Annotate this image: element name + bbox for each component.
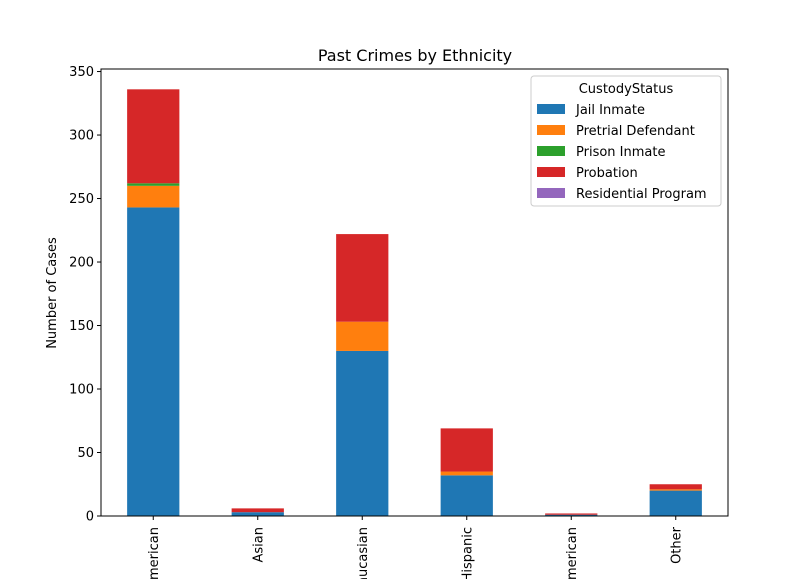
x-tick-label: Hispanic (460, 527, 475, 579)
bar-segment (649, 489, 702, 491)
y-axis-ticks: 0 50 100 150 200 250 300 350 (69, 65, 101, 525)
bar-segment (336, 321, 389, 351)
bar-segment (545, 513, 598, 515)
legend-swatch (537, 188, 565, 198)
legend-label: Prison Inmate (576, 145, 665, 160)
x-tick-label: Caucasian (356, 527, 371, 579)
bar-segment (649, 490, 702, 516)
legend-label: Pretrial Defendant (576, 124, 695, 139)
y-tick-label: 200 (69, 256, 94, 271)
legend: CustodyStatus Jail Inmate Pretrial Defend… (530, 75, 722, 207)
bar-segment (231, 512, 284, 516)
x-tick-label: Other (669, 526, 684, 564)
legend-swatch (537, 146, 565, 156)
y-tick-label: 100 (69, 383, 94, 398)
bar-segment (440, 428, 493, 472)
y-tick-label: 150 (69, 319, 94, 334)
y-tick-label: 0 (86, 510, 94, 525)
legend-label: Probation (576, 166, 638, 181)
y-tick-label: 50 (77, 446, 94, 461)
bar-segment (649, 484, 702, 490)
bars-group (127, 89, 702, 517)
bar-segment (336, 350, 389, 516)
legend-label: Jail Inmate (575, 103, 645, 118)
x-tick-label: Asian (251, 527, 266, 562)
y-tick-label: 300 (69, 129, 94, 144)
legend-box (530, 75, 722, 207)
bar-segment (127, 183, 180, 186)
bar-segment (127, 89, 180, 184)
legend-swatch (537, 104, 565, 114)
bar-segment (440, 475, 493, 516)
chart-title: Past Crimes by Ethnicity (318, 46, 512, 65)
plot-frame (100, 68, 729, 517)
legend-label: Residential Program (576, 187, 707, 202)
legend-items: Jail Inmate Pretrial Defendant Prison Inma… (537, 103, 707, 202)
bar-segment (336, 234, 389, 322)
x-tick-label: American (147, 527, 162, 579)
y-tick-label: 350 (69, 65, 94, 80)
bar-segment (440, 471, 493, 476)
y-axis-label: Number of Cases (45, 237, 60, 349)
bar-segment (127, 185, 180, 208)
legend-swatch (537, 125, 565, 135)
x-tick-label: American (565, 527, 580, 579)
y-tick-label: 250 (69, 192, 94, 207)
bar-segment (545, 514, 598, 516)
legend-title: CustodyStatus (579, 82, 674, 97)
bar-segment (231, 508, 284, 513)
x-axis-ticks: American Asian Caucasian Hispanic American Ot… (147, 516, 684, 584)
bar-segment (127, 207, 180, 517)
legend-swatch (537, 167, 565, 177)
